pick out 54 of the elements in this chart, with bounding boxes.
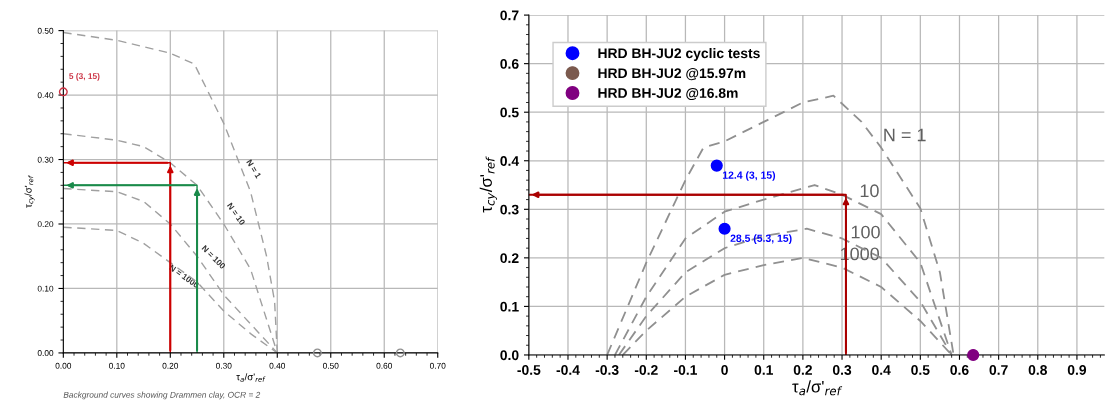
x-tick-label: 0.30: [216, 362, 232, 369]
legend-label: HRD BH-JU2 @15.97m: [598, 68, 746, 81]
x-tick-label: 0.70: [429, 362, 446, 369]
x-tick-label: 0.9: [1067, 365, 1087, 375]
text: Background curves showing Drammen clay, OCR = 2: [63, 391, 261, 400]
y-tick-label: 0.2: [500, 253, 519, 264]
legend-label: HRD BH-JU2 cyclic tests: [598, 47, 760, 61]
y-tick-label: 0.30: [37, 156, 54, 163]
y-tick-label: 0.5: [500, 107, 519, 118]
x-tick-label: 0.10: [109, 362, 125, 369]
x-tick-label: 0.2: [793, 365, 812, 375]
y-tick-label: 0.00: [37, 350, 54, 357]
y-tick-label: 0.40: [37, 92, 54, 99]
text: N = 10: [226, 202, 246, 226]
y-tick-label: 0.1: [500, 301, 519, 312]
x-tick-label: -0.1: [674, 365, 698, 375]
x-tick-label: -0.2: [634, 365, 658, 375]
x-tick-label: 0.20: [162, 362, 179, 369]
y-tick-label: 0.20: [37, 221, 54, 228]
x-tick-label: 0.6: [950, 365, 969, 375]
data-label: 12.4 (3, 15): [722, 171, 776, 181]
x-tick-label: 0.40: [269, 362, 286, 369]
x-tick-label: 0.8: [1028, 365, 1048, 375]
x-tick-label: 0.5: [911, 365, 930, 375]
legend-label: HRD BH-JU2 @16.8m: [598, 87, 738, 101]
x-tick-label: 0.00: [55, 362, 72, 369]
x-axis-title: τ$_{a}$/σ'$_{ref}$: [236, 373, 266, 382]
x-tick-label: 0: [721, 365, 728, 375]
y-axis-title: τ$_{cy}$/σ'$_{ref}$: [24, 175, 35, 208]
y-tick-label: 0.3: [500, 204, 519, 215]
series-label: N = 1: [884, 128, 926, 142]
y-tick-label: 0.0: [500, 350, 519, 361]
x-tick-label: 0.7: [989, 365, 1008, 375]
x-tick-label: 0.60: [376, 362, 393, 369]
y-tick-label: 0.6: [500, 58, 519, 69]
series-label: 100: [851, 225, 880, 239]
data-label: 5 (3, 15): [69, 72, 100, 81]
y-tick-label: 0.4: [500, 156, 520, 166]
series-label: 10: [860, 184, 879, 198]
y-tick-label: 0.7: [500, 10, 519, 21]
x-tick-label: 0.50: [322, 362, 339, 369]
data-label: 28.5 (5.3, 15): [730, 234, 792, 244]
x-tick-label: 0.4: [872, 365, 891, 375]
text: N = 1: [246, 159, 262, 179]
y-axis-title: τ$_{cy}$/σ'$_{ref}$: [479, 156, 497, 213]
x-tick-label: 0.1: [754, 365, 773, 375]
x-tick-label: -0.4: [556, 365, 580, 375]
y-tick-label: 0.50: [37, 27, 54, 34]
text: N = 100: [201, 244, 226, 270]
x-axis-title: τ$_{a}$/σ'$_{ref}$: [792, 380, 843, 396]
x-tick-label: -0.3: [595, 365, 619, 375]
x-tick-label: 0.3: [832, 365, 852, 375]
x-tick-label: -0.5: [517, 365, 541, 375]
y-tick-label: 0.10: [37, 285, 54, 292]
